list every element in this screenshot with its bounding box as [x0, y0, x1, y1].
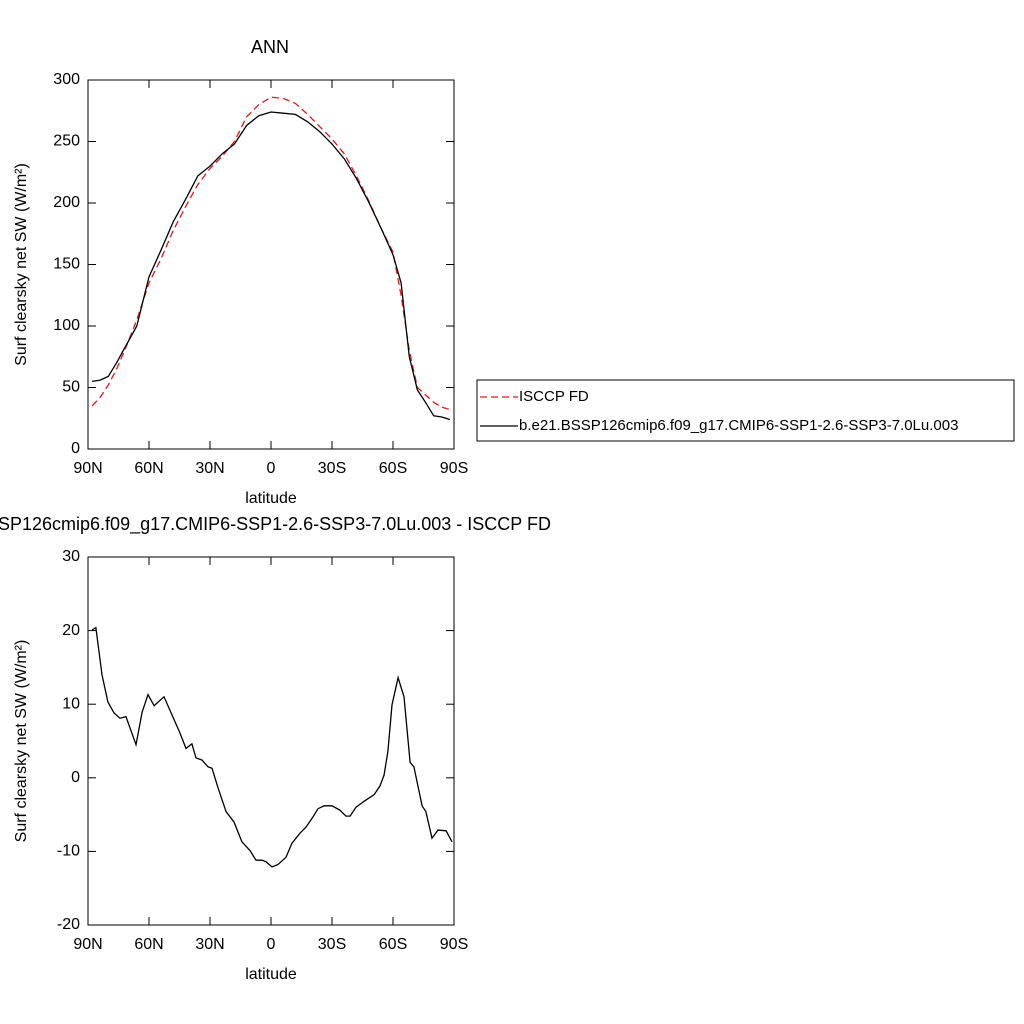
y-tick-label: 100	[53, 317, 80, 334]
x-axis-label: latitude	[245, 966, 297, 983]
y-axis-label: Surf clearsky net SW (W/m²)	[13, 163, 30, 366]
x-axis-label: latitude	[245, 490, 297, 507]
x-tick-label: 60S	[379, 936, 407, 953]
x-tick-label: 60N	[134, 936, 163, 953]
y-tick-label: 250	[53, 133, 80, 150]
y-tick-label: 0	[71, 440, 80, 457]
x-tick-label: 60N	[134, 460, 163, 477]
data-line	[91, 96, 451, 411]
x-tick-label: 60S	[379, 460, 407, 477]
x-tick-label: 90S	[440, 460, 468, 477]
y-tick-label: 200	[53, 194, 80, 211]
y-tick-label: 150	[53, 256, 80, 273]
y-tick-label: 50	[62, 379, 80, 396]
data-line	[91, 626, 453, 868]
y-axis-label: Surf clearsky net SW (W/m²)	[13, 640, 30, 843]
x-tick-label: 90S	[440, 936, 468, 953]
y-tick-label: -10	[57, 843, 80, 860]
x-tick-label: 90N	[73, 460, 102, 477]
y-tick-label: 30	[62, 548, 80, 565]
y-tick-label: 10	[62, 695, 80, 712]
x-tick-label: 30S	[318, 936, 346, 953]
y-tick-label: -20	[57, 916, 80, 933]
plot-frame	[87, 556, 455, 926]
y-tick-label: 0	[71, 769, 80, 786]
plot-frame	[87, 79, 455, 450]
y-tick-label: 20	[62, 622, 80, 639]
x-tick-label: 30S	[318, 460, 346, 477]
chart-title: ANN	[251, 37, 289, 57]
legend-box	[476, 379, 1015, 442]
data-line	[91, 111, 451, 421]
x-tick-label: 90N	[73, 936, 102, 953]
x-tick-label: 30N	[195, 936, 224, 953]
y-tick-label: 300	[53, 71, 80, 88]
legend-label: ISCCP FD	[519, 388, 589, 405]
x-tick-label: 0	[267, 460, 276, 477]
x-tick-label: 0	[267, 936, 276, 953]
chart-title: SP126cmip6.f09_g17.CMIP6-SSP1-2.6-SSP3-7…	[0, 514, 551, 535]
x-tick-label: 30N	[195, 460, 224, 477]
legend-label: b.e21.BSSP126cmip6.f09_g17.CMIP6-SSP1-2.…	[519, 417, 958, 434]
